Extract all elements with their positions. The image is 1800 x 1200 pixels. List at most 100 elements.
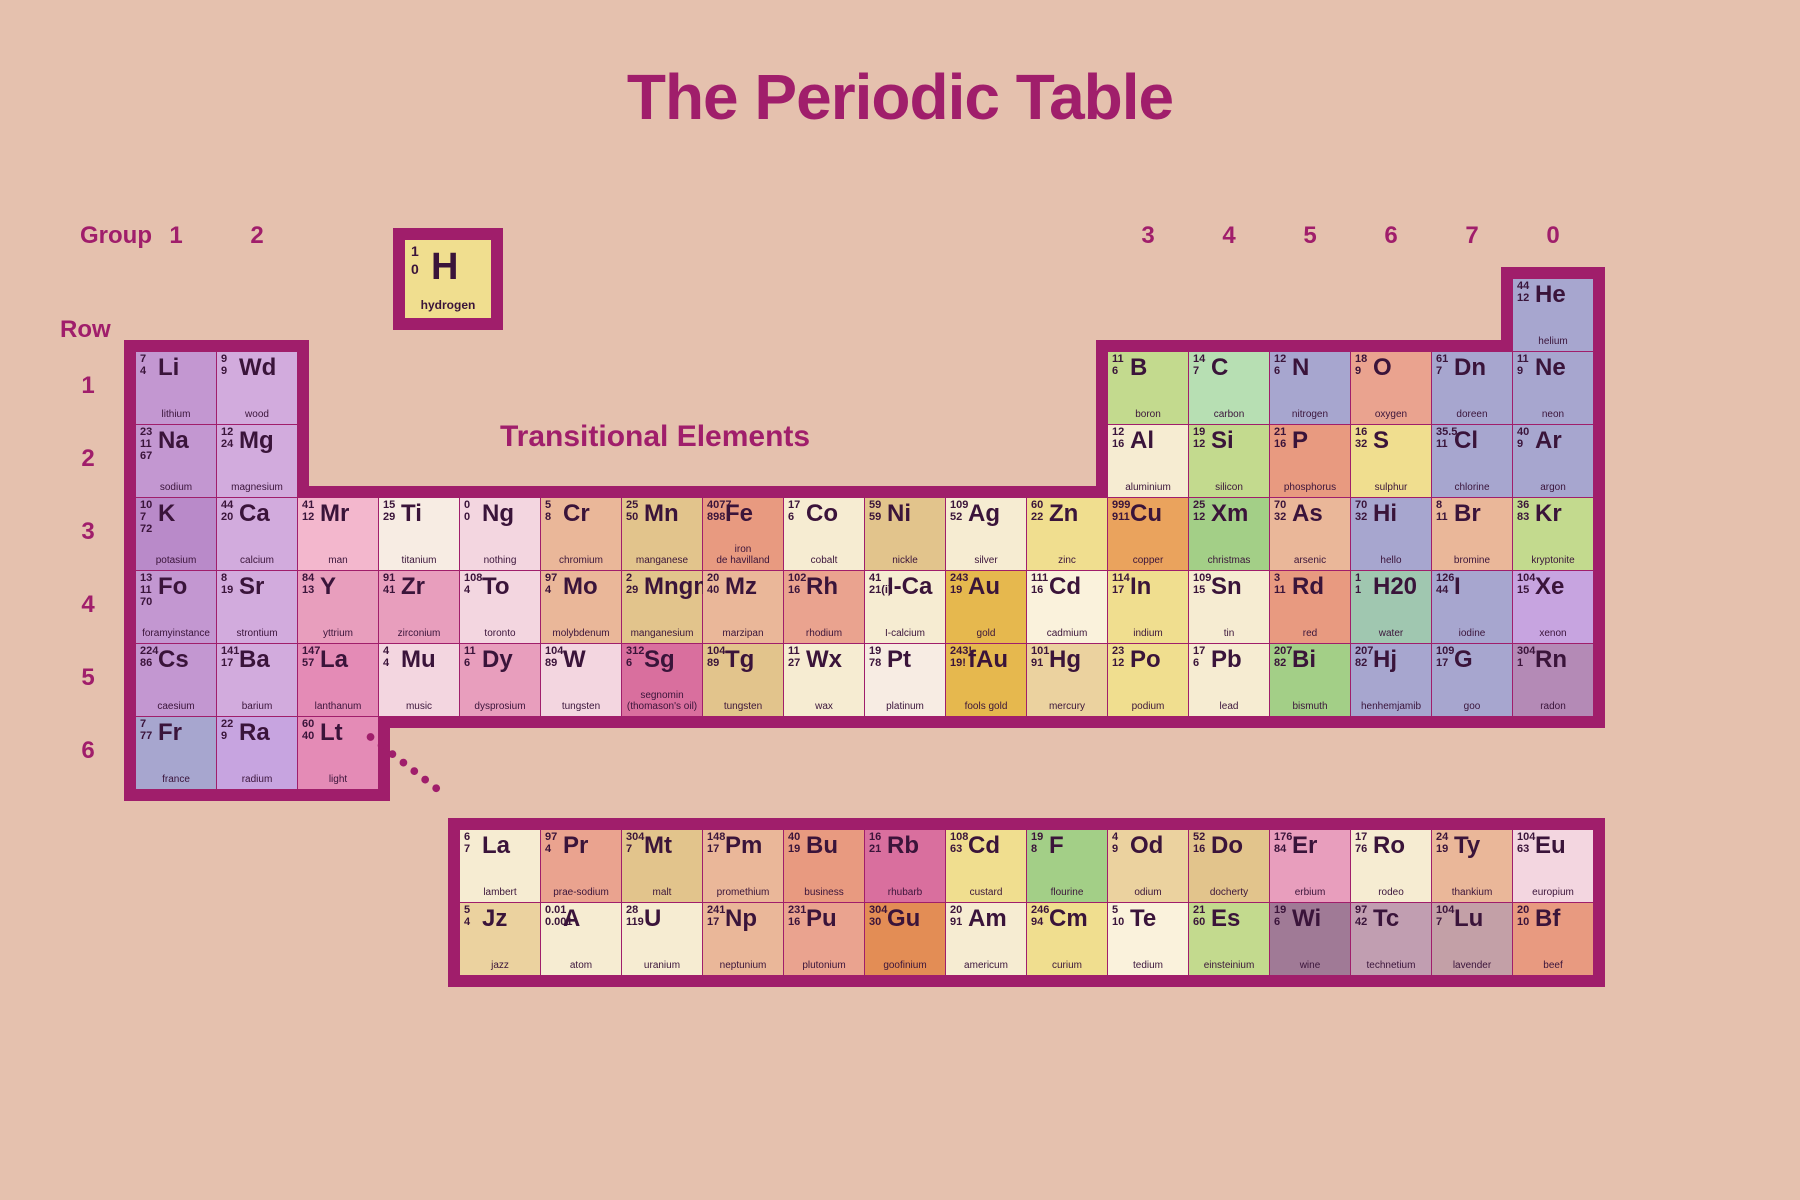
atomic-bottom: 27 (788, 658, 800, 669)
element-name: I-calcium (865, 629, 945, 640)
atomic-bottom: 6 (1112, 366, 1118, 377)
element-symbol: Mz (725, 575, 757, 599)
atomic-top: 19 (1193, 427, 1205, 438)
element-symbol: Bf (1535, 907, 1560, 931)
atomic-top: 70 (1274, 500, 1286, 511)
element-name: indium (1108, 629, 1188, 640)
element-symbol: G (1454, 648, 1473, 672)
element-cell-O: 189Ooxygen (1351, 352, 1431, 424)
atomic-top: 12 (221, 427, 233, 438)
element-symbol: Hg (1049, 648, 1081, 672)
element-name: lavender (1432, 961, 1512, 972)
element-symbol: Ag (968, 502, 1000, 526)
atomic-top: 44 (221, 500, 233, 511)
atomic-bottom: 94 (1031, 917, 1043, 928)
element-name: custard (946, 888, 1026, 899)
element-symbol: Ng (482, 502, 514, 526)
element-symbol: Cs (158, 648, 189, 672)
element-symbol: Sr (239, 575, 264, 599)
element-symbol: Rb (887, 834, 919, 858)
atomic-top: 91 (383, 573, 395, 584)
element-name: xenon (1513, 629, 1593, 640)
atomic-top: 101 (1031, 646, 1049, 657)
group-number: 5 (1270, 222, 1350, 250)
atomic-bottom: 16 (788, 917, 800, 928)
element-cell-Mu: 44Mumusic (379, 644, 459, 716)
row-label: Row (60, 316, 111, 344)
element-name: beef (1513, 961, 1593, 972)
element-cell-Al: 1216Alaluminium (1108, 425, 1188, 497)
atomic-bottom: 4 (464, 585, 470, 596)
atomic-top: 60 (302, 719, 314, 730)
element-name: americum (946, 961, 1026, 972)
atomic-top: 304 (1517, 646, 1535, 657)
transitional-elements-label: Transitional Elements (500, 420, 810, 454)
atomic-bottom: 77 (140, 731, 152, 742)
atomic-top: 97 (545, 573, 557, 584)
atomic-top: 15 (383, 500, 395, 511)
atomic-bottom: 19 (1436, 844, 1448, 855)
atomic-bottom: 9 (1355, 366, 1361, 377)
element-symbol: Cm (1049, 907, 1088, 931)
atomic-bottom: 12 (302, 512, 314, 523)
element-cell-Tc: 9742Tctechnetium (1351, 903, 1431, 975)
element-symbol: Ti (401, 502, 422, 526)
element-symbol: Al (1130, 429, 1154, 453)
atomic-bottom: 44 (1436, 585, 1448, 596)
atomic-top: 5 (464, 905, 470, 916)
group-number: 1 (136, 222, 216, 250)
element-cell-fAu: 243!19!fAufools gold (946, 644, 1026, 716)
element-name: radon (1513, 702, 1593, 713)
element-name: zinc (1027, 556, 1107, 567)
atomic-bottom: 89 (545, 658, 557, 669)
atomic-bottom: 12 (1112, 658, 1124, 669)
element-name: sodium (136, 483, 216, 494)
element-cell-Ro: 1776Rorodeo (1351, 830, 1431, 902)
group-number: 3 (1108, 222, 1188, 250)
element-name: thankium (1432, 888, 1512, 899)
element-cell-To: 1084Totoronto (460, 571, 540, 643)
element-cell-Np: 24117Npneptunium (703, 903, 783, 975)
element-cell-Eu: 10463Eueuropium (1513, 830, 1593, 902)
element-symbol: Li (158, 356, 179, 380)
atomic-top: 20 (1517, 905, 1529, 916)
element-name: boron (1108, 410, 1188, 421)
atomic-extra: 70 (140, 597, 152, 608)
element-cell-Lt: 6040Ltlight (298, 717, 378, 789)
element-name: oxygen (1351, 410, 1431, 421)
atomic-bottom: 9 (1112, 844, 1118, 855)
atomic-bottom: 24 (221, 439, 233, 450)
element-name: strontium (217, 629, 297, 640)
element-cell-Cl: 35.511Clchlorine (1432, 425, 1512, 497)
element-cell-Zr: 9141Zrzirconium (379, 571, 459, 643)
element-name: neon (1513, 410, 1593, 421)
element-name: potasium (136, 556, 216, 567)
element-name: copper (1108, 556, 1188, 567)
element-name: rhodium (784, 629, 864, 640)
element-cell-Te: 510Tetedium (1108, 903, 1188, 975)
element-symbol: F (1049, 834, 1064, 858)
atomic-bottom: 63 (1517, 844, 1529, 855)
element-symbol: I (1454, 575, 1461, 599)
atomic-bottom: 91 (1031, 658, 1043, 669)
atomic-bottom: 16 (1274, 439, 1286, 450)
element-symbol: To (482, 575, 510, 599)
atomic-top: 104 (545, 646, 563, 657)
element-symbol: Bu (806, 834, 838, 858)
element-symbol: Fo (158, 575, 187, 599)
atomic-bottom: 19 (950, 585, 962, 596)
element-name: chlorine (1432, 483, 1512, 494)
element-cell-La: 67Lalambert (460, 830, 540, 902)
element-cell-Fe: 4077898Feironde havilland (703, 498, 783, 570)
h-sym: H (431, 248, 458, 286)
atomic-top: 109 (1193, 573, 1211, 584)
element-cell-S: 1632Ssulphur (1351, 425, 1431, 497)
element-symbol: Eu (1535, 834, 1566, 858)
atomic-top: 25 (626, 500, 638, 511)
element-symbol: Mn (644, 502, 679, 526)
element-cell-Od: 49Ododium (1108, 830, 1188, 902)
element-cell-W: 10489Wtungsten (541, 644, 621, 716)
element-symbol: Tc (1373, 907, 1399, 931)
atomic-bottom: 82 (1274, 658, 1286, 669)
element-symbol: Na (158, 429, 189, 453)
